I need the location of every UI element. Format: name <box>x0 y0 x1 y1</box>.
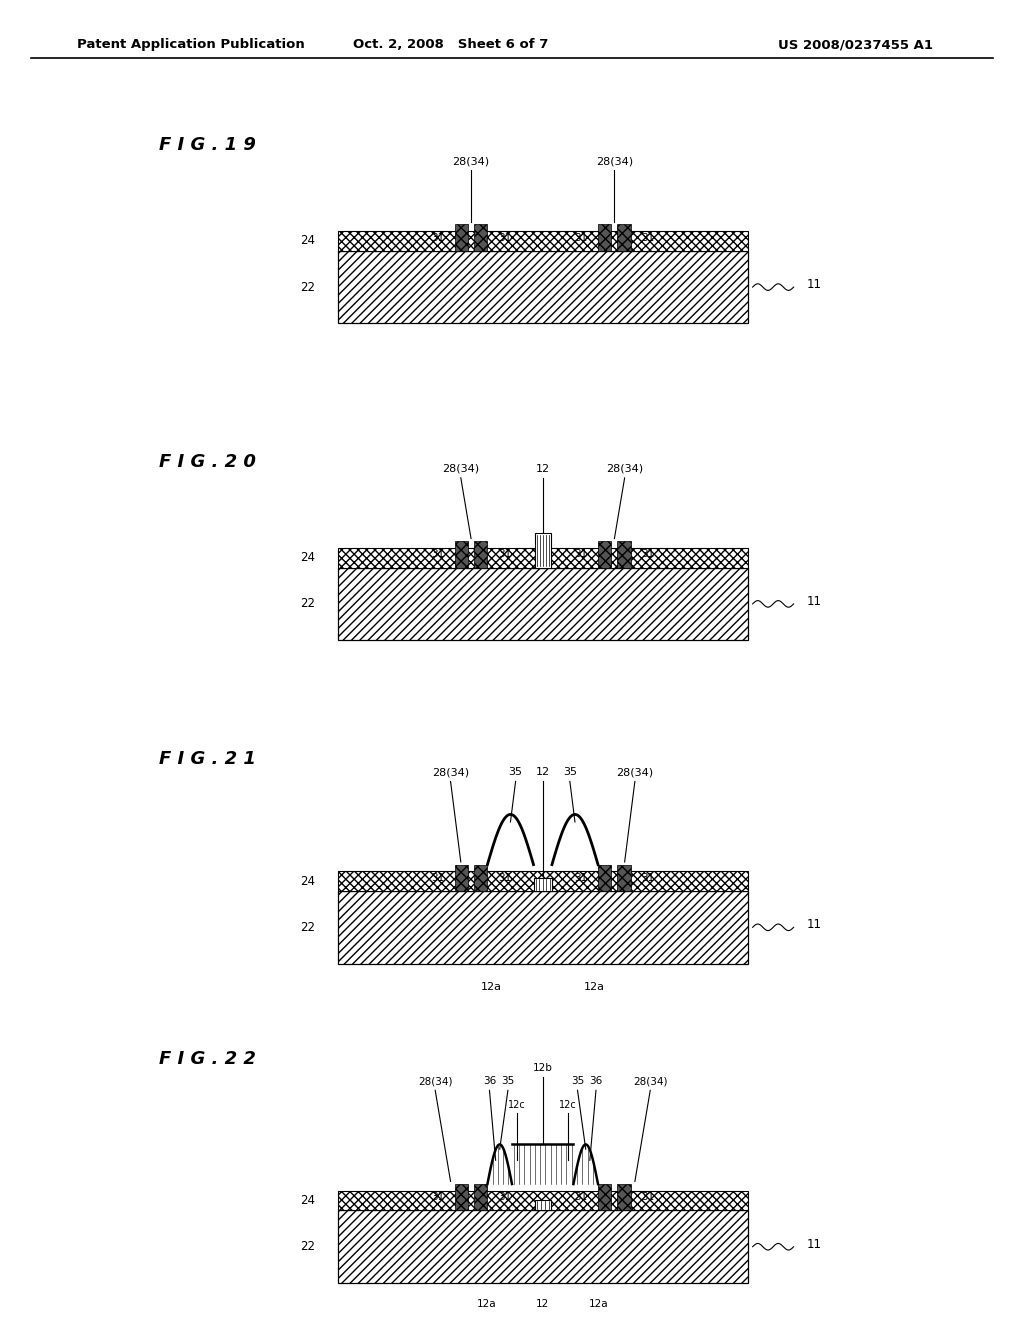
Text: F I G . 2 0: F I G . 2 0 <box>159 453 256 471</box>
Bar <box>455 541 468 568</box>
Text: 12c: 12c <box>508 1100 526 1110</box>
Text: 31: 31 <box>431 549 444 560</box>
Text: 31: 31 <box>574 549 588 560</box>
Text: 12a: 12a <box>584 982 604 993</box>
Bar <box>535 1200 551 1210</box>
Text: 36: 36 <box>590 1076 602 1086</box>
Bar <box>455 865 468 891</box>
Bar <box>598 1184 611 1210</box>
Text: 12c: 12c <box>559 1100 578 1110</box>
Bar <box>338 231 748 251</box>
Text: 31: 31 <box>574 1192 588 1203</box>
Text: 31: 31 <box>641 1192 654 1203</box>
Text: F I G . 2 2: F I G . 2 2 <box>159 1049 256 1068</box>
Text: 12a: 12a <box>481 982 502 993</box>
Text: 28(34): 28(34) <box>633 1076 668 1086</box>
Bar <box>338 1191 748 1210</box>
Text: 28(34): 28(34) <box>432 767 469 777</box>
Text: 28(34): 28(34) <box>596 156 633 166</box>
Bar <box>534 878 552 891</box>
Bar <box>338 251 748 323</box>
Text: 28(34): 28(34) <box>418 1076 453 1086</box>
Text: 31: 31 <box>498 873 511 883</box>
Text: 31: 31 <box>431 873 444 883</box>
Text: 28(34): 28(34) <box>453 156 489 166</box>
Text: F I G . 1 9: F I G . 1 9 <box>159 136 256 154</box>
Bar <box>338 1210 748 1283</box>
Text: 31: 31 <box>641 873 654 883</box>
Text: 12a: 12a <box>476 1299 497 1309</box>
Bar <box>338 891 748 964</box>
Text: F I G . 2 1: F I G . 2 1 <box>159 750 256 768</box>
Text: 11: 11 <box>807 1238 822 1250</box>
Bar <box>617 865 631 891</box>
Text: US 2008/0237455 A1: US 2008/0237455 A1 <box>778 38 933 51</box>
Text: 31: 31 <box>498 232 511 243</box>
Bar <box>474 541 487 568</box>
Text: 22: 22 <box>300 281 315 293</box>
Text: 22: 22 <box>300 921 315 933</box>
Text: 11: 11 <box>807 919 822 931</box>
Text: 28(34): 28(34) <box>606 463 643 474</box>
Text: 31: 31 <box>641 232 654 243</box>
Bar <box>617 541 631 568</box>
Text: 35: 35 <box>502 1076 514 1086</box>
Text: 24: 24 <box>300 875 315 887</box>
Text: 12: 12 <box>537 1299 549 1309</box>
Text: 24: 24 <box>300 1195 315 1206</box>
Text: 31: 31 <box>431 232 444 243</box>
Text: 22: 22 <box>300 1241 315 1253</box>
Text: 22: 22 <box>300 598 315 610</box>
Bar <box>338 871 748 891</box>
Text: 24: 24 <box>300 552 315 564</box>
Text: 31: 31 <box>498 549 511 560</box>
Bar <box>598 541 611 568</box>
Text: 35: 35 <box>571 1076 584 1086</box>
Bar <box>617 224 631 251</box>
Bar <box>474 865 487 891</box>
Bar <box>455 224 468 251</box>
Text: 12: 12 <box>536 463 550 474</box>
Text: 36: 36 <box>483 1076 496 1086</box>
Text: 12a: 12a <box>589 1299 609 1309</box>
Bar <box>338 568 748 640</box>
Text: 31: 31 <box>431 1192 444 1203</box>
Text: 11: 11 <box>807 595 822 607</box>
Text: 28(34): 28(34) <box>442 463 479 474</box>
Text: 31: 31 <box>574 232 588 243</box>
Text: 31: 31 <box>498 1192 511 1203</box>
Text: Oct. 2, 2008   Sheet 6 of 7: Oct. 2, 2008 Sheet 6 of 7 <box>353 38 548 51</box>
Bar <box>474 224 487 251</box>
Text: 11: 11 <box>807 279 822 290</box>
Bar <box>474 1184 487 1210</box>
Bar <box>598 865 611 891</box>
Bar <box>535 533 551 568</box>
Text: 24: 24 <box>300 235 315 247</box>
Text: 28(34): 28(34) <box>616 767 653 777</box>
Text: 31: 31 <box>641 549 654 560</box>
Text: 31: 31 <box>574 873 588 883</box>
Text: Patent Application Publication: Patent Application Publication <box>77 38 304 51</box>
Bar <box>617 1184 631 1210</box>
Text: 12b: 12b <box>532 1063 553 1073</box>
Bar <box>338 548 748 568</box>
Bar <box>455 1184 468 1210</box>
Text: 35: 35 <box>509 767 522 777</box>
Text: 35: 35 <box>563 767 577 777</box>
Bar <box>598 224 611 251</box>
Text: 12: 12 <box>536 767 550 777</box>
